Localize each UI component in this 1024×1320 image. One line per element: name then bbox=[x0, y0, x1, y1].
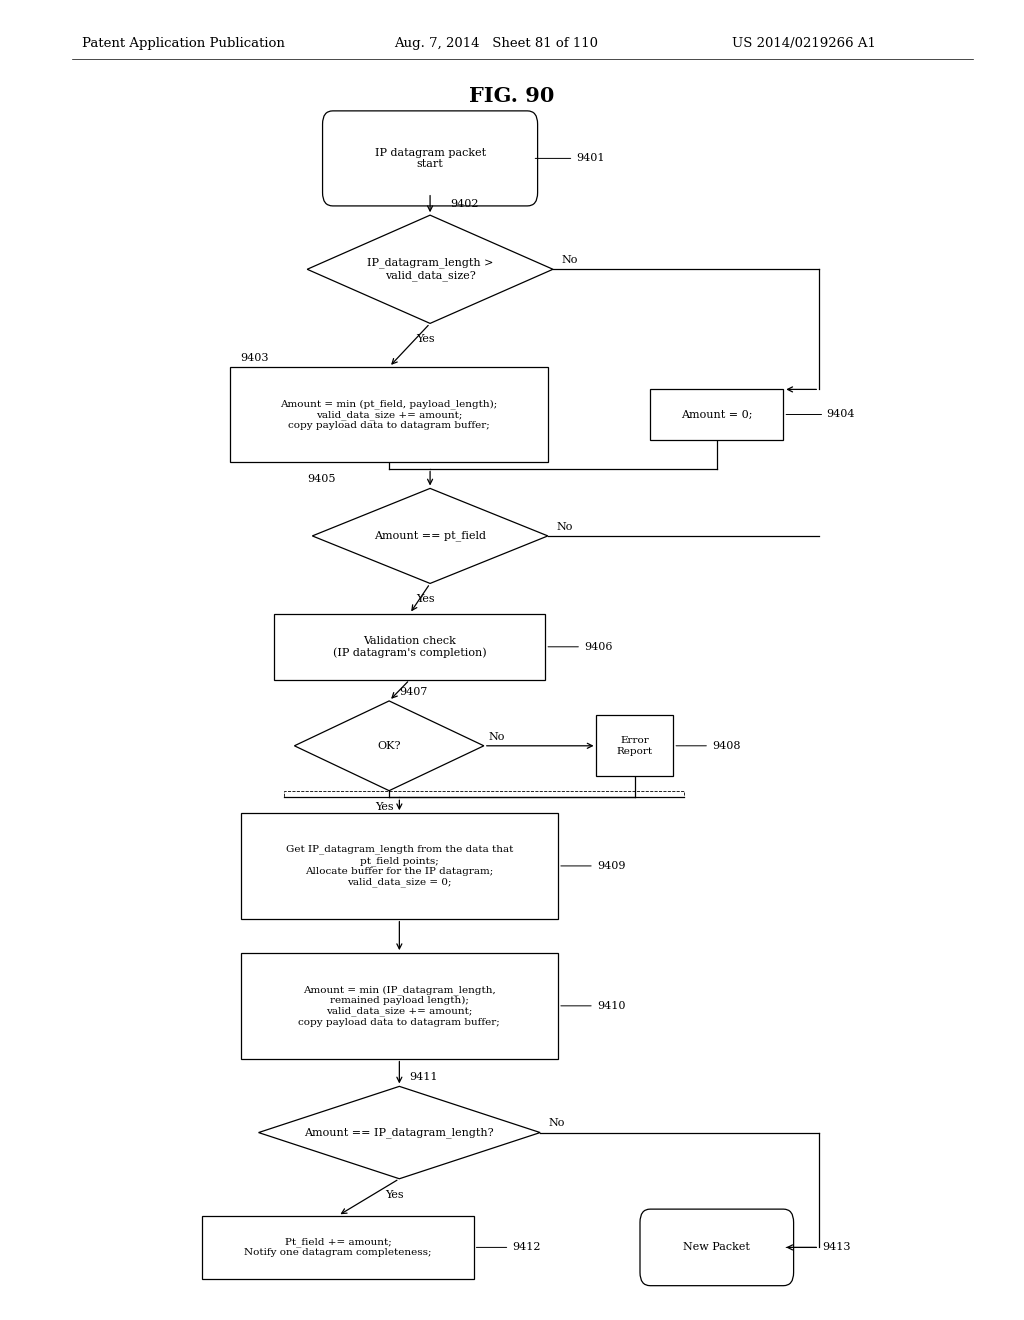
Polygon shape bbox=[295, 701, 484, 791]
Text: 9408: 9408 bbox=[713, 741, 740, 751]
FancyBboxPatch shape bbox=[323, 111, 538, 206]
Text: Amount = min (IP_datagram_length,
remained payload length);
valid_data_size += a: Amount = min (IP_datagram_length, remain… bbox=[298, 985, 501, 1027]
Text: Amount == pt_field: Amount == pt_field bbox=[374, 531, 486, 541]
Text: Amount = min (pt_field, payload_length);
valid_data_size += amount;
copy payload: Amount = min (pt_field, payload_length);… bbox=[281, 399, 498, 430]
Text: 9402: 9402 bbox=[451, 198, 479, 209]
Bar bbox=[241, 813, 558, 919]
Text: OK?: OK? bbox=[378, 741, 400, 751]
Text: 9407: 9407 bbox=[399, 686, 428, 697]
Text: Patent Application Publication: Patent Application Publication bbox=[82, 37, 285, 50]
Bar bbox=[284, 791, 684, 797]
Text: 9403: 9403 bbox=[241, 352, 269, 363]
Text: 9404: 9404 bbox=[826, 409, 855, 420]
FancyBboxPatch shape bbox=[640, 1209, 794, 1286]
Polygon shape bbox=[307, 215, 553, 323]
Text: Get IP_datagram_length from the data that
pt_field points;
Allocate buffer for t: Get IP_datagram_length from the data tha… bbox=[286, 845, 513, 887]
Text: Yes: Yes bbox=[375, 801, 393, 812]
Text: FIG. 90: FIG. 90 bbox=[469, 86, 555, 106]
Text: Pt_field += amount;
Notify one datagram completeness;: Pt_field += amount; Notify one datagram … bbox=[244, 1237, 432, 1258]
Text: 9401: 9401 bbox=[577, 153, 605, 164]
Text: 9411: 9411 bbox=[410, 1072, 438, 1082]
Text: Aug. 7, 2014   Sheet 81 of 110: Aug. 7, 2014 Sheet 81 of 110 bbox=[394, 37, 598, 50]
Bar bbox=[230, 367, 548, 462]
Text: IP_datagram_length >
valid_data_size?: IP_datagram_length > valid_data_size? bbox=[367, 257, 494, 281]
Text: 9412: 9412 bbox=[513, 1242, 541, 1253]
Text: Error
Report: Error Report bbox=[616, 737, 653, 755]
Text: Validation check
(IP datagram's completion): Validation check (IP datagram's completi… bbox=[333, 636, 486, 657]
Text: No: No bbox=[561, 255, 578, 265]
Text: US 2014/0219266 A1: US 2014/0219266 A1 bbox=[732, 37, 877, 50]
Text: No: No bbox=[489, 731, 505, 742]
Polygon shape bbox=[312, 488, 548, 583]
Text: IP datagram packet
start: IP datagram packet start bbox=[375, 148, 485, 169]
Text: 9409: 9409 bbox=[597, 861, 626, 871]
Bar bbox=[274, 614, 545, 680]
Text: 9406: 9406 bbox=[584, 642, 612, 652]
Bar bbox=[650, 389, 783, 440]
Text: No: No bbox=[549, 1118, 564, 1129]
Bar bbox=[203, 1216, 473, 1279]
Text: Yes: Yes bbox=[416, 594, 434, 605]
Bar bbox=[596, 715, 674, 776]
Text: Yes: Yes bbox=[385, 1189, 403, 1200]
Text: 9410: 9410 bbox=[597, 1001, 626, 1011]
Text: Amount = 0;: Amount = 0; bbox=[681, 409, 753, 420]
Text: No: No bbox=[556, 521, 572, 532]
Text: New Packet: New Packet bbox=[683, 1242, 751, 1253]
Bar bbox=[241, 953, 558, 1059]
Text: 9405: 9405 bbox=[307, 474, 336, 484]
Text: Yes: Yes bbox=[416, 334, 434, 345]
Polygon shape bbox=[258, 1086, 541, 1179]
Text: 9413: 9413 bbox=[822, 1242, 851, 1253]
Text: Amount == IP_datagram_length?: Amount == IP_datagram_length? bbox=[304, 1127, 495, 1138]
